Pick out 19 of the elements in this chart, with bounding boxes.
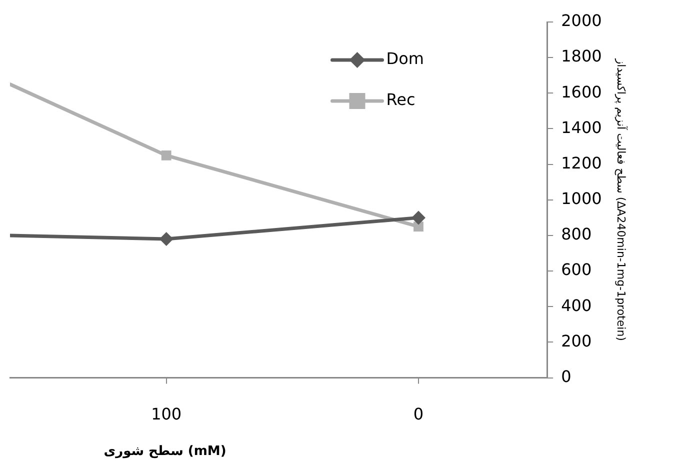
point — [159, 232, 174, 246]
legend-label: Rec — [386, 90, 416, 110]
x-tick-label: 100 — [151, 404, 182, 424]
point — [411, 210, 426, 225]
y-tick-label: 200 — [561, 331, 592, 350]
y-tick-label: 1200 — [561, 153, 602, 172]
y-tick-label: 600 — [561, 260, 592, 280]
point — [161, 150, 172, 160]
legend-label: Dom — [386, 49, 424, 68]
y-tick-label: 1000 — [561, 189, 602, 208]
y-tick-label: 1600 — [561, 82, 602, 102]
y-tick-label: 1400 — [561, 118, 602, 137]
y-tick-label: 0 — [561, 366, 572, 386]
y-tick-label: 1800 — [561, 46, 602, 66]
y-tick-label: 800 — [561, 224, 592, 244]
y-tick-label: 400 — [561, 296, 592, 315]
y-tick-label: 2000 — [561, 11, 602, 30]
x-axis-title: سطح شوری (mM) — [104, 444, 226, 459]
y-axis-title: سطح فعالیت آنزیم پراکسیداز (ΔA240min-1mg-1protein) — [614, 58, 629, 341]
